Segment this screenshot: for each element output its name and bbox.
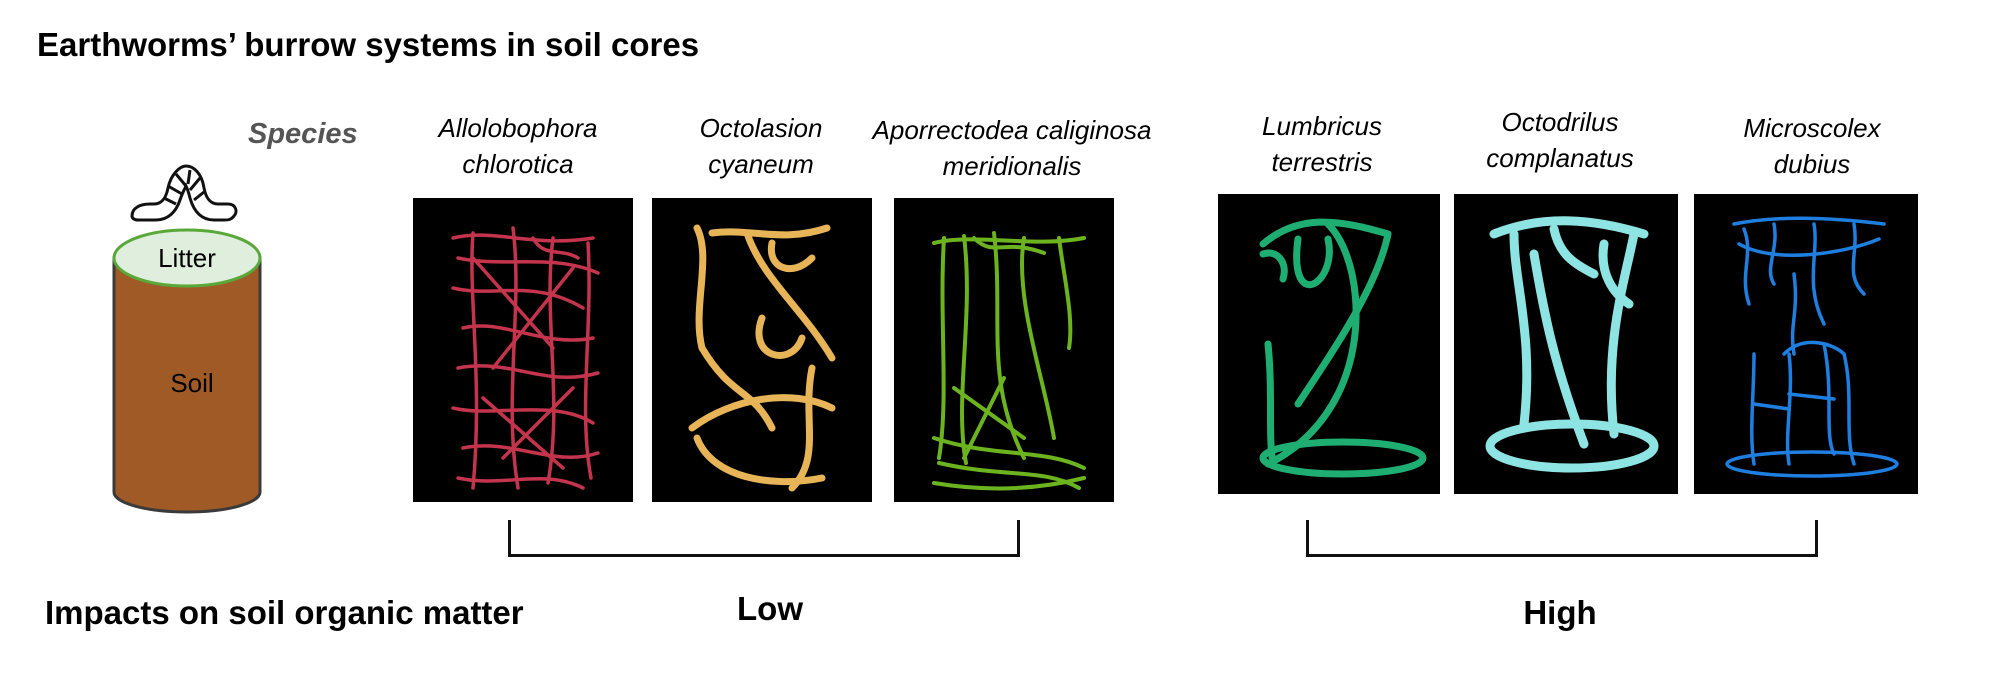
species-name-1: Allolobophora chlorotica <box>438 110 597 182</box>
species-name-line: dubius <box>1773 149 1851 179</box>
burrow-image-aporrectodea <box>894 198 1114 502</box>
burrow-network <box>1485 216 1659 473</box>
litter-label: Litter <box>158 243 216 273</box>
species-name-line: Microscolex <box>1743 113 1881 143</box>
species-name-line: Aporrectodea caliginosa <box>872 115 1152 145</box>
species-name-5: Octodrilus complanatus <box>1486 104 1633 176</box>
species-name-6: Microscolex dubius <box>1743 110 1880 182</box>
species-name-line: Octodrilus <box>1501 107 1619 137</box>
burrow-network <box>1259 218 1427 478</box>
burrow-image-lumbricus <box>1218 194 1440 494</box>
species-name-4: Lumbricus terrestris <box>1262 108 1382 180</box>
species-name-line: Allolobophora <box>438 113 598 143</box>
species-name-2: Octolasion cyaneum <box>700 110 823 182</box>
species-name-3: Aporrectodea caliginosa meridionalis <box>873 112 1152 184</box>
species-name-line: complanatus <box>1486 143 1634 173</box>
bracket-high <box>1306 520 1818 557</box>
species-name-line: Lumbricus <box>1262 111 1382 141</box>
soil-cylinder <box>112 256 262 514</box>
species-name-line: terrestris <box>1271 147 1373 177</box>
group-label-high: High <box>1523 594 1597 631</box>
litter-layer <box>112 228 262 288</box>
species-name-line: cyaneum <box>708 149 814 179</box>
earthworm-icon <box>130 164 238 222</box>
burrow-network <box>451 226 600 490</box>
burrow-image-octolasion <box>652 198 872 502</box>
burrow-image-microscolex <box>1694 194 1918 494</box>
species-name-line: meridionalis <box>942 151 1082 181</box>
soil-core-svg <box>112 228 262 514</box>
species-heading: Species <box>248 118 358 150</box>
bracket-low <box>508 520 1020 557</box>
burrow-network <box>932 231 1086 491</box>
burrow-network <box>1725 216 1899 478</box>
group-label-low: Low <box>737 590 803 627</box>
soil-label: Soil <box>170 368 214 398</box>
burrow-network <box>688 224 836 492</box>
figure-title: Earthworms’ burrow systems in soil cores <box>37 26 700 63</box>
burrow-image-allolobophora <box>413 198 633 502</box>
species-name-line: chlorotica <box>462 149 574 179</box>
impact-label: Impacts on soil organic matter <box>45 594 524 631</box>
soil-core-diagram: Litter Soil <box>112 160 262 520</box>
burrow-image-octodrilus <box>1454 194 1678 494</box>
species-name-line: Octolasion <box>699 113 823 143</box>
